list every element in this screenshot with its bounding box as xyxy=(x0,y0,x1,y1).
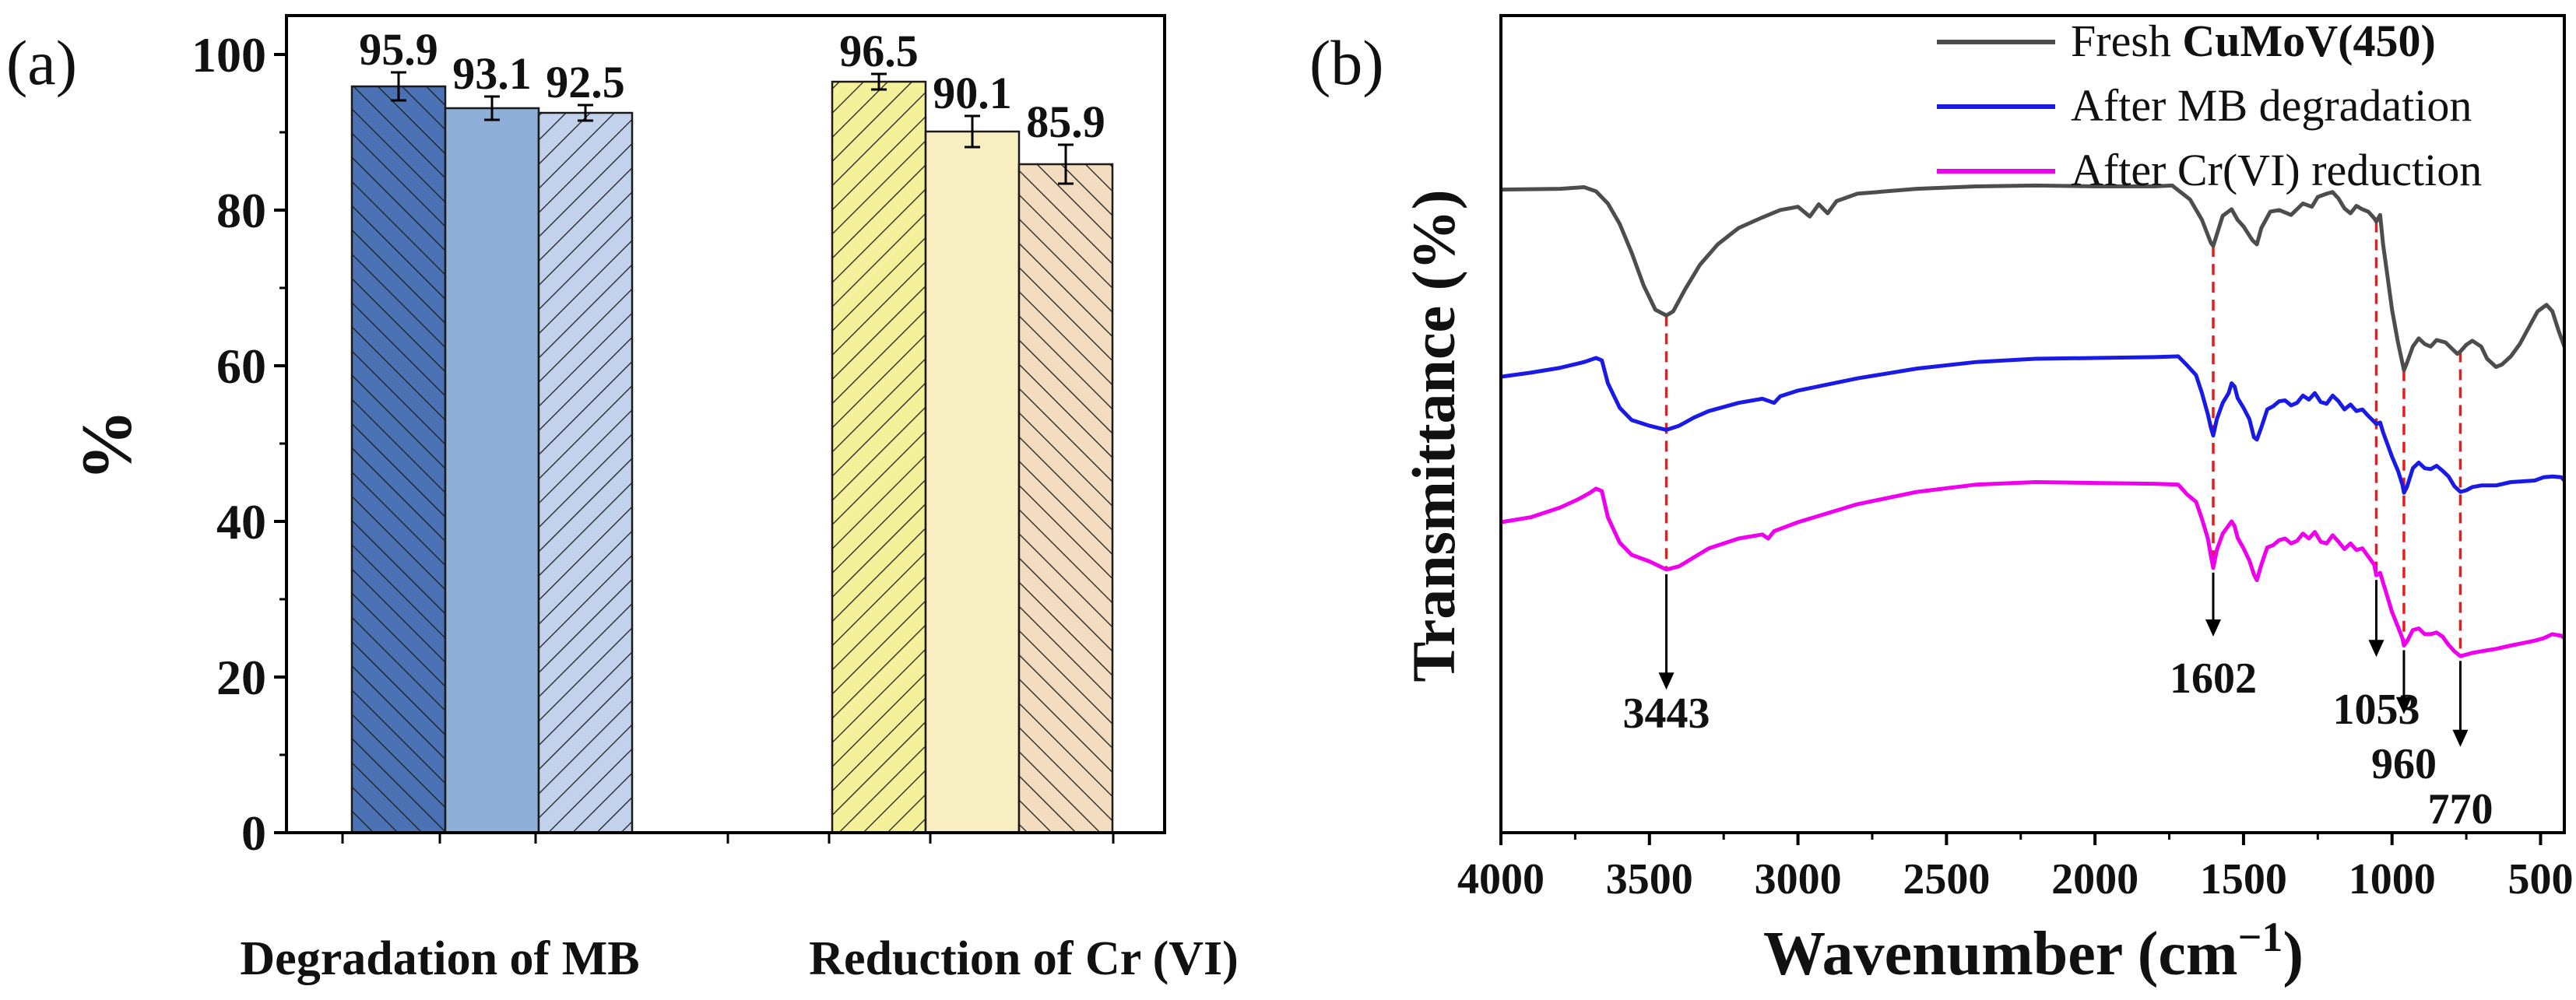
a-y-axis-label: % xyxy=(67,409,146,481)
a-bar-hatch xyxy=(1019,164,1112,833)
b-peak-label: 1053 xyxy=(2332,686,2420,734)
b-legend-entry: After Cr(VI) reduction xyxy=(2071,145,2482,195)
b-legend: Fresh CuMoV(450) After MB degradation Afte… xyxy=(1937,16,2482,195)
a-bar-value-label: 96.5 xyxy=(839,26,919,76)
a-group-label-cr: Reduction of Cr (VI) xyxy=(809,932,1239,985)
b-x-axis-label-main: Wavenumber (cm xyxy=(1763,920,2238,988)
b-peak-arrow-head xyxy=(2205,619,2221,637)
a-bar-value-label: 95.9 xyxy=(359,24,438,75)
b-plot-frame xyxy=(1499,14,2566,834)
b-legend-entry-bold: CuMoV(450) xyxy=(2182,16,2435,66)
b-x-axis-label: Wavenumber (cm−1) xyxy=(1763,914,2304,988)
b-legend-entry: After MB degradation xyxy=(2071,80,2472,131)
b-x-tick-label: 4000 xyxy=(1457,855,1545,904)
b-series-line xyxy=(1500,354,2566,495)
a-y-tick-label: 60 xyxy=(216,339,266,394)
a-y-tick-label: 100 xyxy=(192,27,266,82)
a-bar-value-label: 85.9 xyxy=(1026,96,1105,147)
a-x-axis-ticks xyxy=(341,833,1115,844)
a-bar-hatch xyxy=(352,86,445,833)
b-x-tick-label: 1000 xyxy=(2349,855,2436,904)
b-legend-entry-text: Fresh xyxy=(2071,16,2182,66)
panel-b-line-chart: (b) Transmittance (%) 3443 1602 1053 960770… xyxy=(1309,14,2573,988)
b-x-tick-label: 1500 xyxy=(2200,855,2287,904)
b-series-line xyxy=(1500,183,2567,373)
b-x-axis-label-end: ) xyxy=(2283,920,2304,988)
a-y-axis-ticks: 0 20 40 60 80 100 xyxy=(192,27,286,861)
a-bar-value-label: 90.1 xyxy=(933,68,1012,118)
a-bar-hatch xyxy=(832,82,926,833)
b-x-tick-label: 2500 xyxy=(1903,855,1990,904)
b-spectra xyxy=(1500,183,2567,658)
a-plot-frame xyxy=(285,14,1166,834)
panel-a-label: (a) xyxy=(6,27,77,98)
a-y-tick-label: 0 xyxy=(241,805,266,861)
b-peak-label: 1602 xyxy=(2170,654,2257,703)
panel-a-bar-chart: (a) % 0 20 40 60 80 100 95.9 93.1 92.5 96.5 90.1 8… xyxy=(6,14,1239,985)
a-y-tick-label: 40 xyxy=(216,494,266,549)
a-bars: 95.9 93.1 92.5 96.5 90.1 85.9 xyxy=(350,24,1114,834)
b-series-line xyxy=(1500,480,2566,658)
b-peak-arrow-head xyxy=(1658,672,1675,690)
b-x-axis-label-sup: −1 xyxy=(2238,914,2283,960)
b-peak-arrow-head xyxy=(2368,640,2384,658)
b-x-tick-label: 3500 xyxy=(1606,855,1693,904)
b-peak-label: 770 xyxy=(2427,785,2493,833)
b-x-tick-label: 3000 xyxy=(1755,855,1842,904)
a-bar xyxy=(926,132,1019,833)
a-y-tick-label: 20 xyxy=(216,650,266,705)
a-bar xyxy=(445,108,539,833)
a-bar-hatch xyxy=(539,113,632,833)
b-legend-entry: Fresh CuMoV(450) xyxy=(2071,16,2436,66)
b-peak-label: 3443 xyxy=(1623,689,1710,738)
b-legend-entry-text: After MB degradation xyxy=(2071,80,2472,131)
a-y-tick-label: 80 xyxy=(216,183,266,238)
a-bar-value-label: 92.5 xyxy=(546,57,625,107)
a-group-label-mb: Degradation of MB xyxy=(240,932,639,985)
b-peak-arrow-head xyxy=(2395,696,2412,714)
b-x-tick-label: 500 xyxy=(2507,855,2573,904)
a-bar-value-label: 93.1 xyxy=(452,48,532,99)
b-peak-arrow-head xyxy=(2452,729,2469,747)
b-x-tick-label: 2000 xyxy=(2051,855,2138,904)
panel-b-label: (b) xyxy=(1309,27,1384,98)
b-y-axis-label: Transmittance (%) xyxy=(1400,189,1467,682)
b-peak-label: 960 xyxy=(2371,740,2437,788)
b-legend-entry-text: After Cr(VI) reduction xyxy=(2071,145,2482,195)
b-x-axis-ticks: 4000 3500 3000 2500 2000 1500 1000 500 xyxy=(1457,833,2573,904)
